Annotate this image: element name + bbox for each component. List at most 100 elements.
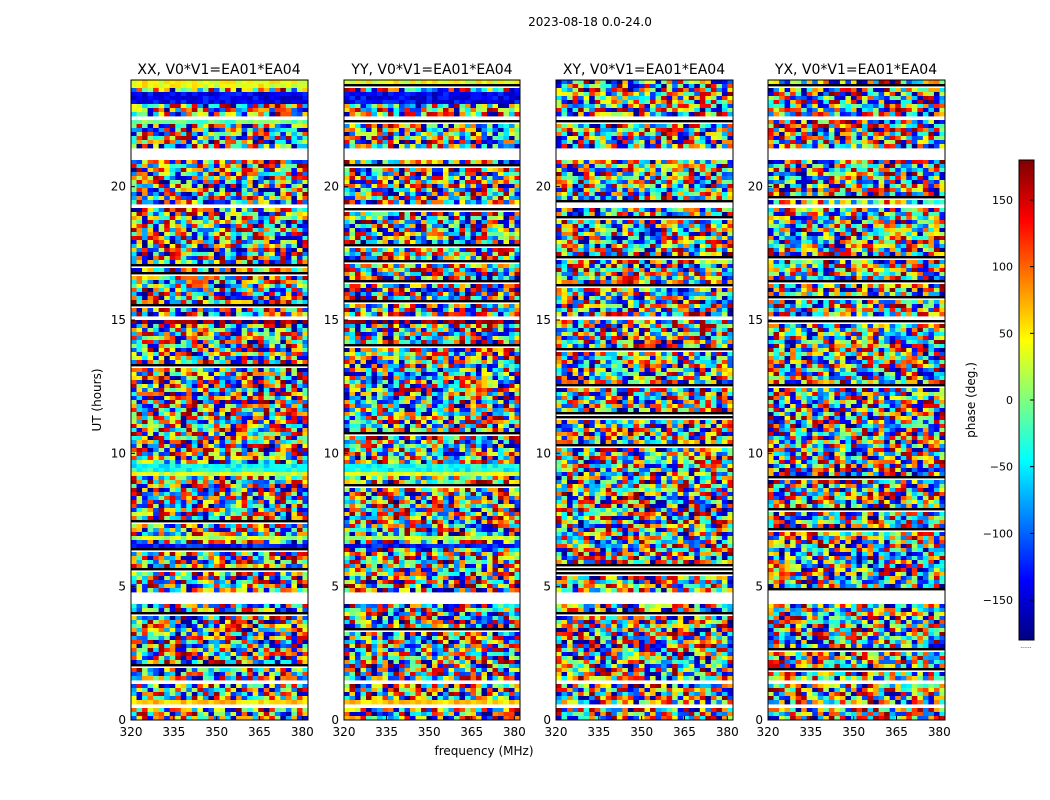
heatmap-cell [264,132,270,136]
heatmap-cell [236,376,242,380]
heatmap-cell [192,340,198,344]
heatmap-cell [181,140,187,144]
heatmap-cell [175,276,181,280]
heatmap-cell [131,256,137,260]
heatmap-cell [297,420,303,424]
heatmap-cell [291,196,297,200]
heatmap-cell [148,376,154,380]
heatmap-cell [181,84,187,88]
heatmap-cell [208,308,214,312]
heatmap-cell [236,388,242,392]
heatmap-cell [372,108,378,112]
heatmap-cell [231,388,237,392]
heatmap-cell [269,164,275,168]
heatmap-cell [291,528,297,532]
heatmap-cell [170,368,176,372]
heatmap-cell [416,108,422,112]
heatmap-cell [286,580,292,584]
heatmap-cell [247,124,253,128]
heatmap-cell [153,108,159,112]
heatmap-cell [482,136,488,140]
heatmap-cell [253,336,259,340]
heatmap-cell [487,132,493,136]
heatmap-cell [421,136,427,140]
heatmap-cell [186,584,192,588]
heatmap-cell [231,672,237,676]
heatmap-cell [208,232,214,236]
heatmap-cell [148,176,154,180]
heatmap-cell [280,220,286,224]
heatmap-cell [164,516,170,520]
heatmap-cell [269,672,275,676]
heatmap-cell [225,332,231,336]
heatmap-cell [159,372,165,376]
heatmap-cell [231,572,237,576]
heatmap-cell [186,580,192,584]
heatmap-cell [170,208,176,212]
heatmap-cell [131,656,137,660]
heatmap-cell [291,164,297,168]
heatmap-cell [220,488,226,492]
heatmap-cell [148,488,154,492]
heatmap-cell [438,136,444,140]
heatmap-cell [297,328,303,332]
heatmap-cell [291,120,297,124]
heatmap-cell [465,136,471,140]
heatmap-cell [192,432,198,436]
heatmap-cell [131,400,137,404]
heatmap-cell [214,500,220,504]
heatmap-cell [153,564,159,568]
heatmap-cell [388,108,394,112]
heatmap-cell [175,108,181,112]
heatmap-cell [258,544,264,548]
heatmap-cell [170,508,176,512]
heatmap-cell [197,172,203,176]
heatmap-cell [399,88,405,92]
heatmap-cell [131,696,137,700]
heatmap-cell [269,212,275,216]
heatmap-cell [220,348,226,352]
heatmap-cell [159,572,165,576]
heatmap-cell [258,692,264,696]
heatmap-cell [275,432,281,436]
heatmap-cell [269,200,275,204]
heatmap-cell [493,140,499,144]
heatmap-cell [137,332,143,336]
heatmap-cell [449,124,455,128]
heatmap-cell [170,608,176,612]
heatmap-cell [137,324,143,328]
heatmap-cell [286,692,292,696]
heatmap-cell [253,348,259,352]
heatmap-cell [394,112,400,116]
heatmap-cell [153,408,159,412]
heatmap-cell [175,640,181,644]
heatmap-cell [242,492,248,496]
heatmap-cell [280,692,286,696]
heatmap-cell [286,576,292,580]
heatmap-cell [186,472,192,476]
heatmap-cell [148,552,154,556]
heatmap-cell [170,184,176,188]
heatmap-cell [159,588,165,592]
heatmap-cell [175,340,181,344]
heatmap-cell [225,628,231,632]
heatmap-cell [247,388,253,392]
heatmap-cell [280,624,286,628]
heatmap-cell [170,88,176,92]
heatmap-cell [449,140,455,144]
heatmap-cell [131,292,137,296]
heatmap-cell [186,268,192,272]
heatmap-cell [175,332,181,336]
heatmap-cell [231,144,237,148]
heatmap-cell [242,576,248,580]
heatmap-cell [137,420,143,424]
heatmap-cell [399,100,405,104]
heatmap-cell [148,144,154,148]
heatmap-cell [269,128,275,132]
heatmap-cell [131,388,137,392]
heatmap-cell [159,80,165,84]
heatmap-cell [186,244,192,248]
heatmap-cell [137,532,143,536]
heatmap-cell [253,660,259,664]
heatmap-cell [443,112,449,116]
